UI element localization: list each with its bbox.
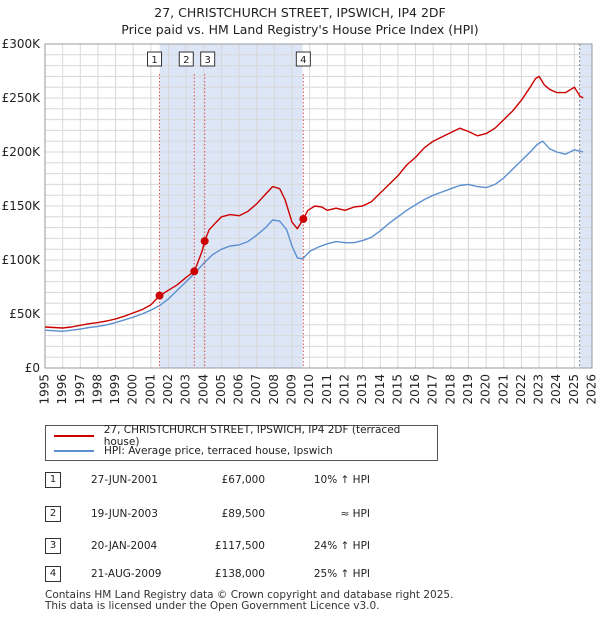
transaction-date: 19-JUN-2003 xyxy=(91,508,158,520)
transaction-hpi: 24% ↑ HPI xyxy=(313,540,370,552)
x-tick-label: 2011 xyxy=(320,374,334,405)
x-tick-label: 2016 xyxy=(408,374,422,405)
sale-marker-label-box xyxy=(295,51,311,67)
legend: 27, CHRISTCHURCH STREET, IPSWICH, IP4 2D… xyxy=(45,424,438,461)
transaction-date: 27-JUN-2001 xyxy=(91,474,158,486)
sale-marker-point xyxy=(190,267,199,276)
x-tick-label: 2009 xyxy=(285,374,299,405)
x-tick-label: 1999 xyxy=(108,374,122,405)
legend-item-price-paid: 27, CHRISTCHURCH STREET, IPSWICH, IP4 2D… xyxy=(54,424,437,448)
chart-title-line2: Price paid vs. HM Land Registry's House … xyxy=(121,22,479,37)
x-tick-label: 1996 xyxy=(55,374,69,405)
y-tick-label: £100K xyxy=(2,253,42,267)
x-tick-label: 2007 xyxy=(249,374,263,405)
transaction-number: 4 xyxy=(45,566,61,582)
transaction-price: £67,000 xyxy=(221,474,265,486)
x-tick-label: 2005 xyxy=(214,374,228,405)
transaction-row: 1 27-JUN-2001 £67,000 10% ↑ HPI xyxy=(45,472,405,488)
transaction-price: £89,500 xyxy=(221,508,265,520)
x-tick-label: 2013 xyxy=(355,374,369,405)
x-tick-label: 2008 xyxy=(267,374,281,405)
chart-title: 27, CHRISTCHURCH STREET, IPSWICH, IP4 2D… xyxy=(0,4,600,38)
plot-border xyxy=(44,43,593,369)
transaction-date: 20-JAN-2004 xyxy=(91,540,158,552)
legend-label-price-paid: 27, CHRISTCHURCH STREET, IPSWICH, IP4 2D… xyxy=(103,424,401,448)
transaction-hpi: ≈ HPI xyxy=(340,508,370,520)
x-tick-label: 1997 xyxy=(73,374,87,405)
sale-marker-point xyxy=(155,291,164,300)
transaction-date: 21-AUG-2009 xyxy=(91,568,162,580)
x-tick-label: 2000 xyxy=(126,374,140,405)
sale-marker-point xyxy=(299,214,308,223)
transaction-hpi: 25% ↑ HPI xyxy=(313,568,370,580)
transaction-price: £138,000 xyxy=(214,568,265,580)
footer-attribution: Contains HM Land Registry data © Crown c… xyxy=(45,590,453,612)
transaction-hpi: 10% ↑ HPI xyxy=(313,474,370,486)
x-tick-label: 2020 xyxy=(479,374,493,405)
price-paid-line xyxy=(44,75,584,329)
x-tick-label: 2019 xyxy=(461,374,475,405)
x-tick-label: 2012 xyxy=(337,374,351,405)
x-tick-label: 2010 xyxy=(302,374,316,405)
transaction-price: £117,500 xyxy=(214,540,265,552)
y-tick-label: £50K xyxy=(9,307,41,321)
x-tick-label: 2024 xyxy=(549,374,563,405)
legend-swatch-price-paid xyxy=(54,435,94,437)
transaction-row: 3 20-JAN-2004 £117,500 24% ↑ HPI xyxy=(45,538,405,554)
sale-marker-label-box xyxy=(200,51,216,67)
y-tick-label: £150K xyxy=(2,199,42,213)
transaction-row: 4 21-AUG-2009 £138,000 25% ↑ HPI xyxy=(45,566,405,582)
sale-marker-label-box xyxy=(178,51,194,67)
x-tick-label: 2002 xyxy=(161,374,175,405)
x-tick-label: 2001 xyxy=(143,374,157,405)
y-tick-label: £200K xyxy=(2,145,42,159)
x-tick-label: 1995 xyxy=(38,374,52,405)
sale-marker-label: 3 xyxy=(205,55,211,66)
y-tick-label: £300K xyxy=(2,37,42,51)
footer-line1: Contains HM Land Registry data © Crown c… xyxy=(45,589,454,601)
legend-item-hpi: HPI: Average price, terraced house, Ipsw… xyxy=(54,444,333,458)
footer-line2: This data is licensed under the Open Gov… xyxy=(45,600,380,612)
x-tick-label: 2003 xyxy=(179,374,193,405)
chart-title-line1: 27, CHRISTCHURCH STREET, IPSWICH, IP4 2D… xyxy=(154,5,446,20)
legend-swatch-hpi xyxy=(54,450,94,452)
sale-marker-label-box xyxy=(147,51,163,67)
x-tick-label: 1998 xyxy=(90,374,104,405)
x-tick-label: 2026 xyxy=(585,374,599,405)
legend-label-hpi: HPI: Average price, terraced house, Ipsw… xyxy=(104,445,333,457)
transaction-number: 3 xyxy=(45,538,61,554)
transaction-number: 1 xyxy=(45,472,61,488)
x-tick-label: 2018 xyxy=(443,374,457,405)
x-tick-label: 2022 xyxy=(514,374,528,405)
sale-marker-label: 1 xyxy=(151,55,157,66)
hpi-line xyxy=(44,140,584,332)
transaction-number: 2 xyxy=(45,506,61,522)
sale-marker-point xyxy=(200,237,209,246)
price-chart: £0 £50K £100K £150K £200K £250K £300K 1995 1996 1… xyxy=(2,37,599,405)
sale-marker-label: 4 xyxy=(300,55,306,66)
x-tick-label: 2025 xyxy=(567,374,581,405)
x-tick-label: 2015 xyxy=(390,374,404,405)
sale-marker-label: 2 xyxy=(183,55,189,66)
x-tick-label: 2021 xyxy=(496,374,510,405)
x-tick-label: 2014 xyxy=(373,374,387,405)
y-tick-label: £0 xyxy=(25,361,40,375)
transaction-row: 2 19-JUN-2003 £89,500 ≈ HPI xyxy=(45,506,405,522)
x-tick-label: 2004 xyxy=(196,374,210,405)
x-tick-label: 2006 xyxy=(232,374,246,405)
x-tick-label: 2023 xyxy=(532,374,546,405)
x-tick-label: 2017 xyxy=(426,374,440,405)
y-tick-label: £250K xyxy=(2,91,42,105)
